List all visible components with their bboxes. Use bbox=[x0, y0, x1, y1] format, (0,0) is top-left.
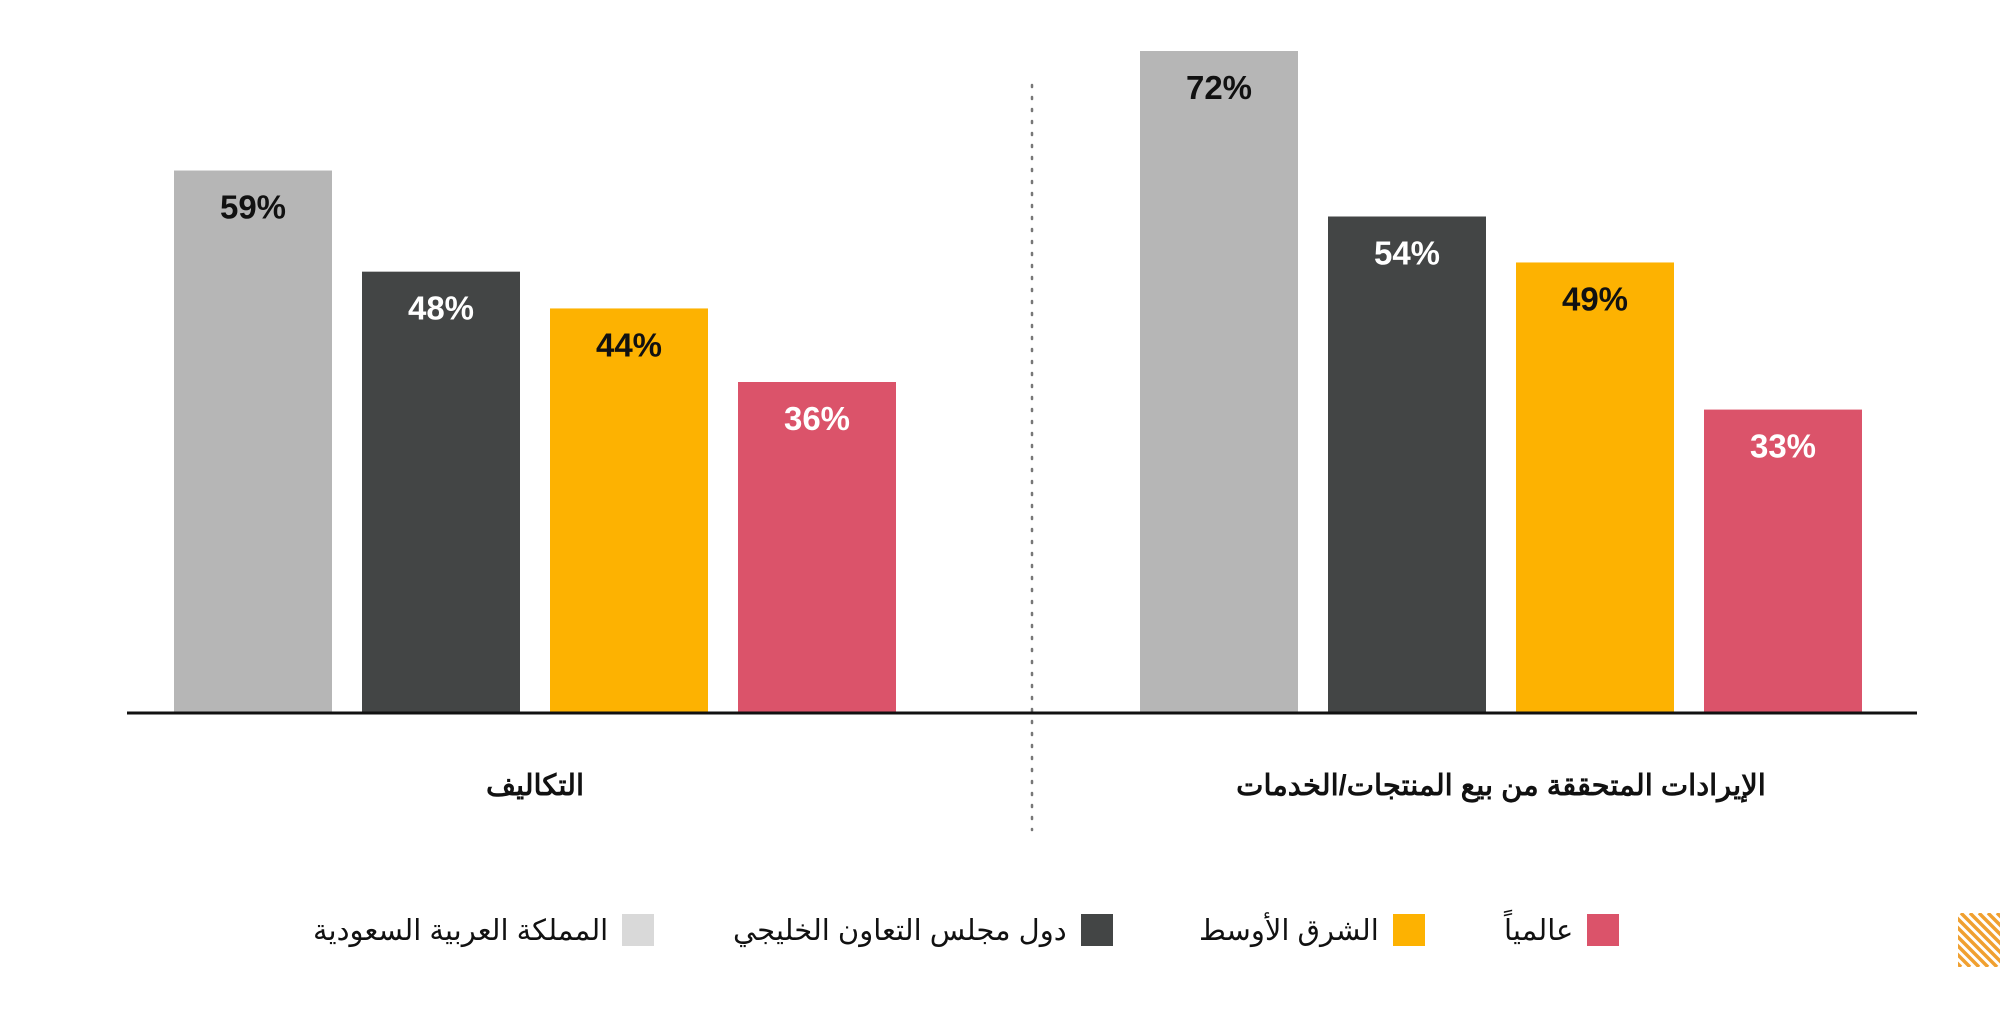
category-label-revenue: الإيرادات المتحققة من بيع المنتجات/الخدم… bbox=[1236, 770, 1766, 803]
legend-label-global: عالمياً bbox=[1504, 914, 1574, 947]
legend-label-middle-east: الشرق الأوسط bbox=[1199, 914, 1379, 947]
legend-label-saudi-arabia: المملكة العربية السعودية bbox=[313, 914, 609, 947]
striped-corner-icon bbox=[1958, 913, 2000, 967]
bar-revenue-middle-east bbox=[1516, 262, 1674, 713]
corner-stripe bbox=[1959, 913, 2000, 955]
data-label-costs-middle-east: 44% bbox=[596, 326, 662, 363]
data-label-costs-gcc: 48% bbox=[408, 290, 474, 327]
bar-revenue-gcc bbox=[1328, 216, 1486, 713]
category-label-costs: التكاليف bbox=[486, 770, 584, 802]
legend-item-middle-east: الشرق الأوسط bbox=[1199, 905, 1425, 955]
bar-costs-global bbox=[738, 382, 896, 713]
data-label-revenue-middle-east: 49% bbox=[1562, 280, 1628, 317]
bar-chart: 72% 54% 49% 33% 59% 48% 44% 36% الإيرادات المتح… bbox=[127, 51, 1917, 832]
legend-swatch-saudi-arabia bbox=[622, 914, 655, 946]
corner-stripe bbox=[1958, 934, 1990, 967]
bar-costs-middle-east bbox=[550, 308, 708, 713]
bar-costs-gcc bbox=[362, 271, 520, 713]
data-label-costs-saudi-arabia: 59% bbox=[220, 189, 286, 226]
corner-stripe bbox=[1958, 952, 1972, 967]
legend: عالمياً الشرق الأوسط دول مجلس التعاون ال… bbox=[0, 905, 1660, 955]
bar-revenue-global bbox=[1704, 409, 1862, 713]
corner-stripe bbox=[1958, 916, 2000, 964]
corner-stripe bbox=[1977, 913, 2000, 937]
legend-item-saudi-arabia: المملكة العربية السعودية bbox=[313, 905, 655, 955]
legend-label-gcc: دول مجلس التعاون الخليجي bbox=[733, 914, 1067, 947]
legend-swatch-global bbox=[1587, 914, 1620, 946]
bar-costs-saudi-arabia bbox=[174, 170, 332, 713]
corner-stripe bbox=[1958, 943, 1981, 967]
data-label-revenue-saudi-arabia: 72% bbox=[1186, 69, 1252, 106]
legend-swatch-gcc bbox=[1080, 914, 1113, 946]
data-label-costs-global: 36% bbox=[784, 400, 850, 437]
corner-stripe bbox=[1958, 925, 1999, 967]
data-label-revenue-global: 33% bbox=[1750, 428, 1816, 465]
data-label-revenue-gcc: 54% bbox=[1374, 235, 1440, 272]
bar-revenue-saudi-arabia bbox=[1140, 51, 1298, 713]
corner-stripe bbox=[1986, 913, 2000, 928]
corner-stripe bbox=[1968, 913, 2000, 946]
legend-swatch-middle-east bbox=[1392, 914, 1425, 946]
legend-item-gcc: دول مجلس التعاون الخليجي bbox=[733, 905, 1113, 955]
legend-item-global: عالمياً bbox=[1504, 905, 1620, 955]
